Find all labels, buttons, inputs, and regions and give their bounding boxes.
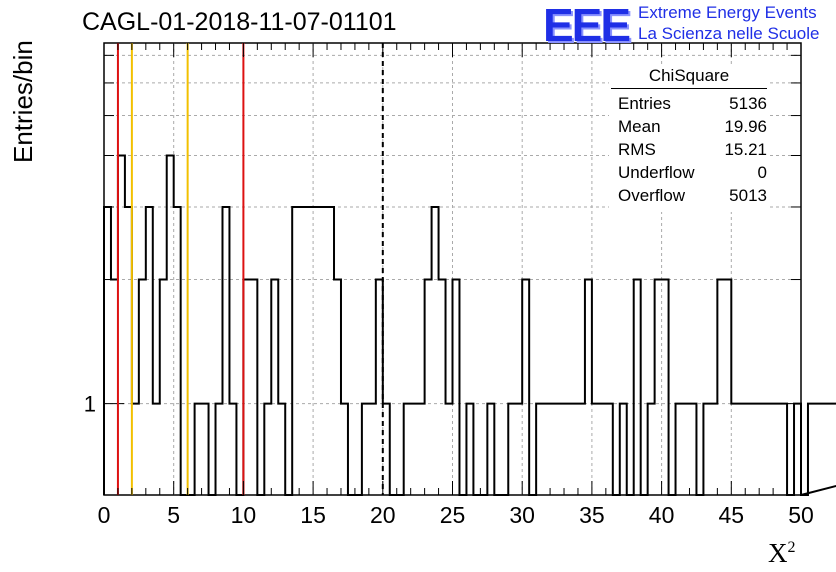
- x-tick-label: 45: [719, 502, 745, 528]
- x-tick-label: 30: [509, 502, 535, 528]
- eee-logo: EEE: [543, 0, 631, 51]
- x-tick-label: 35: [579, 502, 605, 528]
- x-axis-label-exponent: 2: [787, 539, 796, 556]
- stat-value: 5013: [729, 186, 767, 205]
- stat-value: 5136: [729, 94, 767, 113]
- x-tick-label: 5: [167, 502, 180, 528]
- logo-text: Extreme Energy Events La Scienza nelle S…: [638, 2, 819, 44]
- x-tick-label: 20: [370, 502, 396, 528]
- histogram-series: [103, 154, 836, 496]
- stat-row-mean: Mean 19.96: [611, 115, 767, 138]
- stat-row-rms: RMS 15.21: [611, 138, 767, 161]
- stat-value: 0: [757, 163, 767, 182]
- x-axis-label-text: X: [768, 538, 788, 568]
- stat-label: Underflow: [618, 163, 695, 182]
- stat-label: RMS: [618, 140, 656, 159]
- x-tick-label: 0: [98, 502, 111, 528]
- stat-label: Overflow: [618, 186, 686, 205]
- plot-title: CAGL-01-2018-11-07-01101: [82, 8, 397, 36]
- stat-label: Mean: [618, 117, 661, 136]
- stats-box: ChiSquare Entries 5136 Mean 19.96 RMS 15.21…: [611, 66, 767, 207]
- x-tick-label: 25: [440, 502, 466, 528]
- stat-row-entries: Entries 5136: [611, 92, 767, 115]
- x-tick-label: 10: [231, 502, 257, 528]
- stat-row-overflow: Overflow 5013: [611, 184, 767, 207]
- stat-value: 19.96: [724, 117, 767, 136]
- x-tick-label: 40: [649, 502, 675, 528]
- y-axis-label: Entries/bin: [8, 40, 38, 163]
- x-tick-label: 50: [788, 502, 814, 528]
- stat-row-underflow: Underflow 0: [611, 161, 767, 184]
- stats-title: ChiSquare: [611, 66, 767, 89]
- x-tick-label: 15: [300, 502, 326, 528]
- logo-line-1: Extreme Energy Events: [638, 3, 817, 22]
- x-axis-label: X2: [768, 538, 796, 569]
- stat-value: 15.21: [724, 140, 767, 159]
- stat-label: Entries: [618, 94, 671, 113]
- y-tick-label: 1: [84, 392, 96, 417]
- logo-line-2: La Scienza nelle Scuole: [638, 24, 820, 43]
